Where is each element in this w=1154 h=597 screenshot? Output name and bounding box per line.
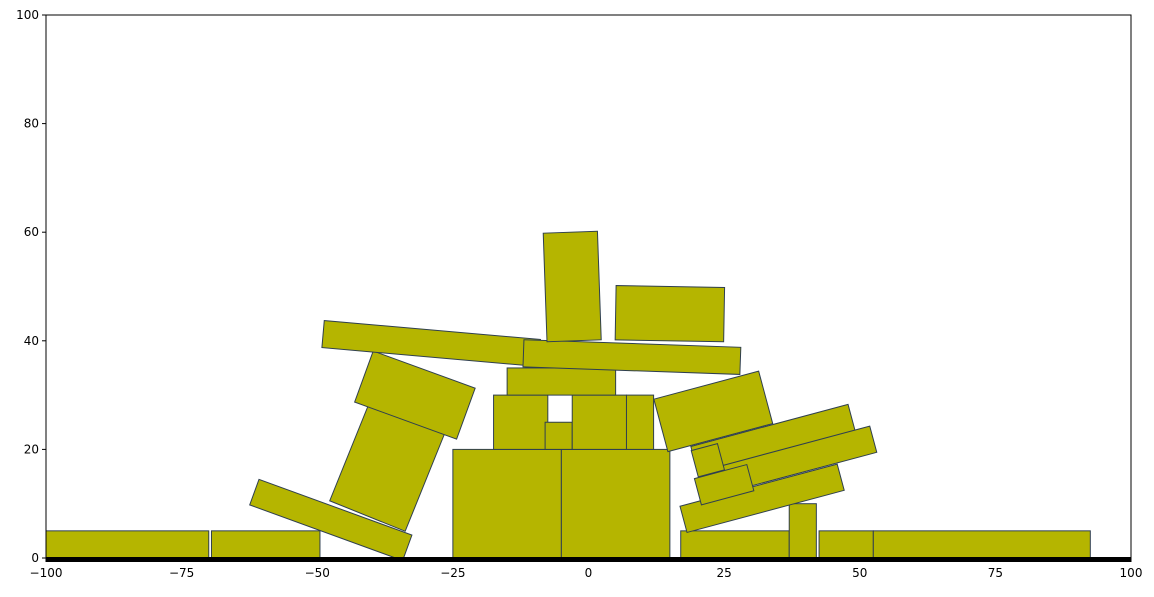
y-tick-label: 20	[24, 442, 39, 456]
block-25	[690, 443, 726, 478]
block-19	[542, 230, 602, 343]
y-tick-label: 100	[16, 8, 39, 22]
block-1	[46, 530, 210, 558]
block-21	[653, 370, 774, 453]
x-tick-label: −25	[440, 566, 465, 580]
x-tick-label: 25	[716, 566, 731, 580]
y-axis-ticks: 0 20 40 60 80 100	[16, 8, 46, 565]
block-12	[493, 394, 549, 450]
block-13	[544, 421, 573, 450]
x-tick-label: −100	[30, 566, 63, 580]
block-26	[693, 463, 755, 506]
y-tick-label: 60	[24, 225, 39, 239]
x-axis-ticks: −100 −75 −50 −25 0 25 50 75 100	[30, 558, 1143, 580]
block-2	[210, 530, 321, 558]
y-tick-label: 80	[24, 117, 39, 131]
block-4	[560, 448, 671, 558]
x-tick-label: −75	[169, 566, 194, 580]
y-tick-label: 0	[31, 551, 39, 565]
blocks-layer	[46, 230, 1091, 558]
x-tick-label: 50	[852, 566, 867, 580]
x-tick-label: −50	[305, 566, 330, 580]
block-16	[506, 367, 617, 396]
block-20	[614, 285, 726, 343]
x-tick-label: 0	[585, 566, 593, 580]
block-7	[818, 530, 874, 558]
block-6	[788, 503, 817, 558]
block-8	[872, 530, 1091, 558]
block-24	[679, 463, 845, 534]
block-14	[571, 394, 627, 450]
x-tick-label: 75	[988, 566, 1003, 580]
x-tick-label: 100	[1120, 566, 1143, 580]
block-15	[625, 394, 655, 450]
y-tick-label: 40	[24, 334, 39, 348]
block-11	[353, 350, 476, 440]
block-5	[680, 530, 790, 558]
block-9	[249, 478, 413, 558]
block-18	[522, 339, 742, 375]
block-3	[452, 448, 562, 558]
